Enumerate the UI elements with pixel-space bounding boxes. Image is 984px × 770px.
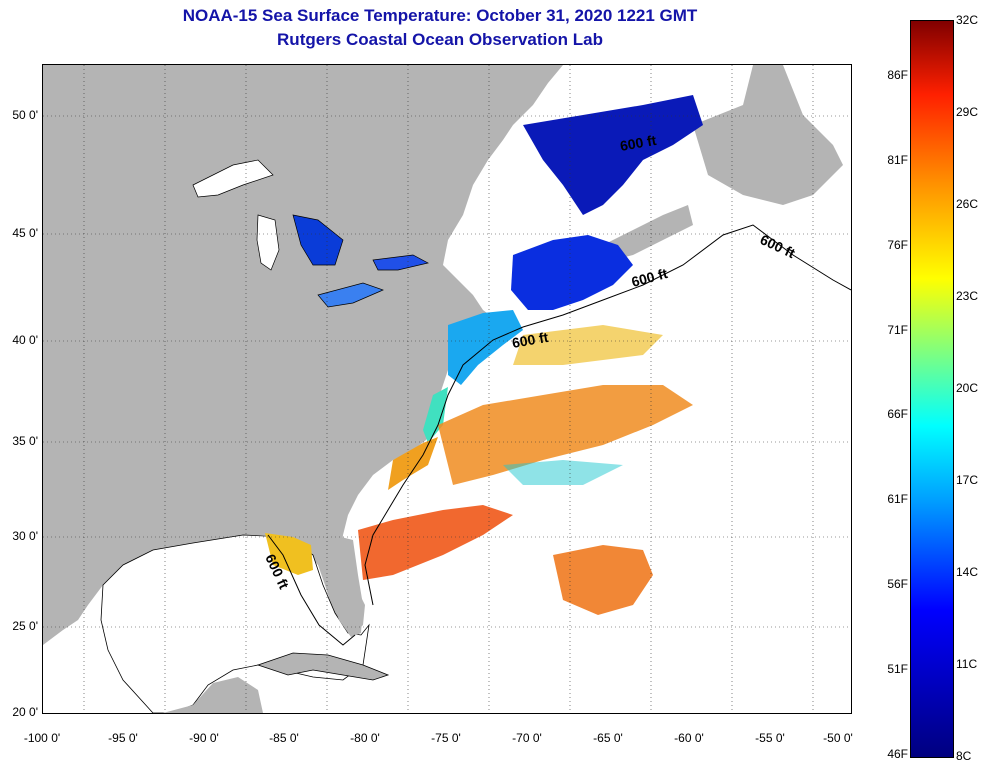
sst-sargasso-east bbox=[553, 545, 653, 615]
colorbar-c-label: 20C bbox=[956, 381, 979, 395]
colorbar-f-label: 81F bbox=[887, 153, 908, 167]
land-nova-scotia bbox=[603, 205, 693, 260]
temperature-colorbar bbox=[910, 20, 954, 758]
colorbar-f-label: 51F bbox=[887, 662, 908, 676]
lon-label: -90 0' bbox=[189, 731, 219, 745]
colorbar-c-label: 11C bbox=[956, 657, 978, 671]
land-north-america bbox=[43, 65, 563, 645]
isobath-600ft bbox=[364, 224, 851, 606]
lat-label: 45 0' bbox=[12, 226, 38, 240]
colorbar-c-label: 26C bbox=[956, 197, 979, 211]
isobath-label-newfoundland: 600 ft bbox=[758, 231, 798, 261]
land-florida bbox=[318, 535, 363, 637]
lat-label: 35 0' bbox=[12, 434, 38, 448]
colorbar-c-label: 32C bbox=[956, 13, 979, 27]
lon-label: -100 0' bbox=[23, 731, 61, 745]
lat-label: 30 0' bbox=[12, 529, 38, 543]
isobath-gulf bbox=[267, 534, 356, 646]
sst-gulf-stream-south bbox=[358, 505, 513, 580]
lon-label: -60 0' bbox=[674, 731, 704, 745]
sst-patch bbox=[503, 460, 623, 485]
land-newfoundland bbox=[693, 65, 843, 205]
colorbar-f-label: 61F bbox=[887, 492, 908, 506]
colorbar-c-label: 23C bbox=[956, 289, 979, 303]
colorbar-f-label: 66F bbox=[887, 407, 908, 421]
colorbar-f-label: 56F bbox=[887, 577, 908, 591]
lon-label: -75 0' bbox=[431, 731, 461, 745]
lat-label: 40 0' bbox=[12, 333, 38, 347]
lon-label: -80 0' bbox=[350, 731, 380, 745]
colorbar-c-label: 8C bbox=[956, 749, 972, 763]
lon-label: -50 0' bbox=[823, 731, 853, 745]
isobath-label-st-lawrence: 600 ft bbox=[619, 132, 658, 154]
sst-northern-florida-gulf bbox=[265, 533, 313, 575]
land-cuba bbox=[256, 652, 390, 681]
sst-map: 600 ft 600 ft 600 ft 600 ft 600 ft bbox=[42, 64, 852, 714]
map-subtitle: Rutgers Coastal Ocean Observation Lab bbox=[277, 30, 603, 49]
lake-erie bbox=[317, 282, 384, 308]
map-canvas: 600 ft 600 ft 600 ft 600 ft 600 ft bbox=[43, 65, 851, 713]
lon-label: -70 0' bbox=[512, 731, 542, 745]
sst-carolina-shelf bbox=[423, 387, 448, 443]
lake-huron bbox=[292, 214, 344, 266]
colorbar-f-label: 76F bbox=[887, 238, 908, 252]
colorbar-f-label: 46F bbox=[887, 747, 908, 761]
land-yucatan bbox=[163, 677, 263, 713]
colorbar-c-label: 14C bbox=[956, 565, 979, 579]
colorbar-c-label: 17C bbox=[956, 473, 979, 487]
lon-label: -95 0' bbox=[108, 731, 138, 745]
lat-label: 50 0' bbox=[12, 108, 38, 122]
sst-mid-atlantic-shelf bbox=[448, 310, 523, 385]
colorbar-c-label: 29C bbox=[956, 105, 979, 119]
lon-label: -85 0' bbox=[269, 731, 299, 745]
lon-label: -55 0' bbox=[755, 731, 785, 745]
lat-label: 25 0' bbox=[12, 619, 38, 633]
sst-gulf-of-maine bbox=[511, 235, 633, 310]
sst-st-lawrence bbox=[523, 95, 703, 215]
isobath-label-mid-atlantic: 600 ft bbox=[511, 329, 550, 351]
graticule bbox=[43, 65, 851, 713]
sst-patch bbox=[513, 325, 663, 365]
colorbar-f-label: 71F bbox=[887, 323, 908, 337]
lon-label: -65 0' bbox=[593, 731, 623, 745]
lake-michigan bbox=[256, 214, 280, 271]
lake-ontario bbox=[372, 254, 429, 271]
isobath-label-nova-scotia: 600 ft bbox=[630, 265, 670, 290]
map-title: NOAA-15 Sea Surface Temperature: October… bbox=[182, 6, 698, 25]
lat-label: 20 0' bbox=[12, 705, 38, 719]
lake-superior bbox=[192, 159, 274, 198]
colorbar-f-label: 86F bbox=[887, 68, 908, 82]
sst-gulf-stream-main bbox=[438, 385, 693, 485]
